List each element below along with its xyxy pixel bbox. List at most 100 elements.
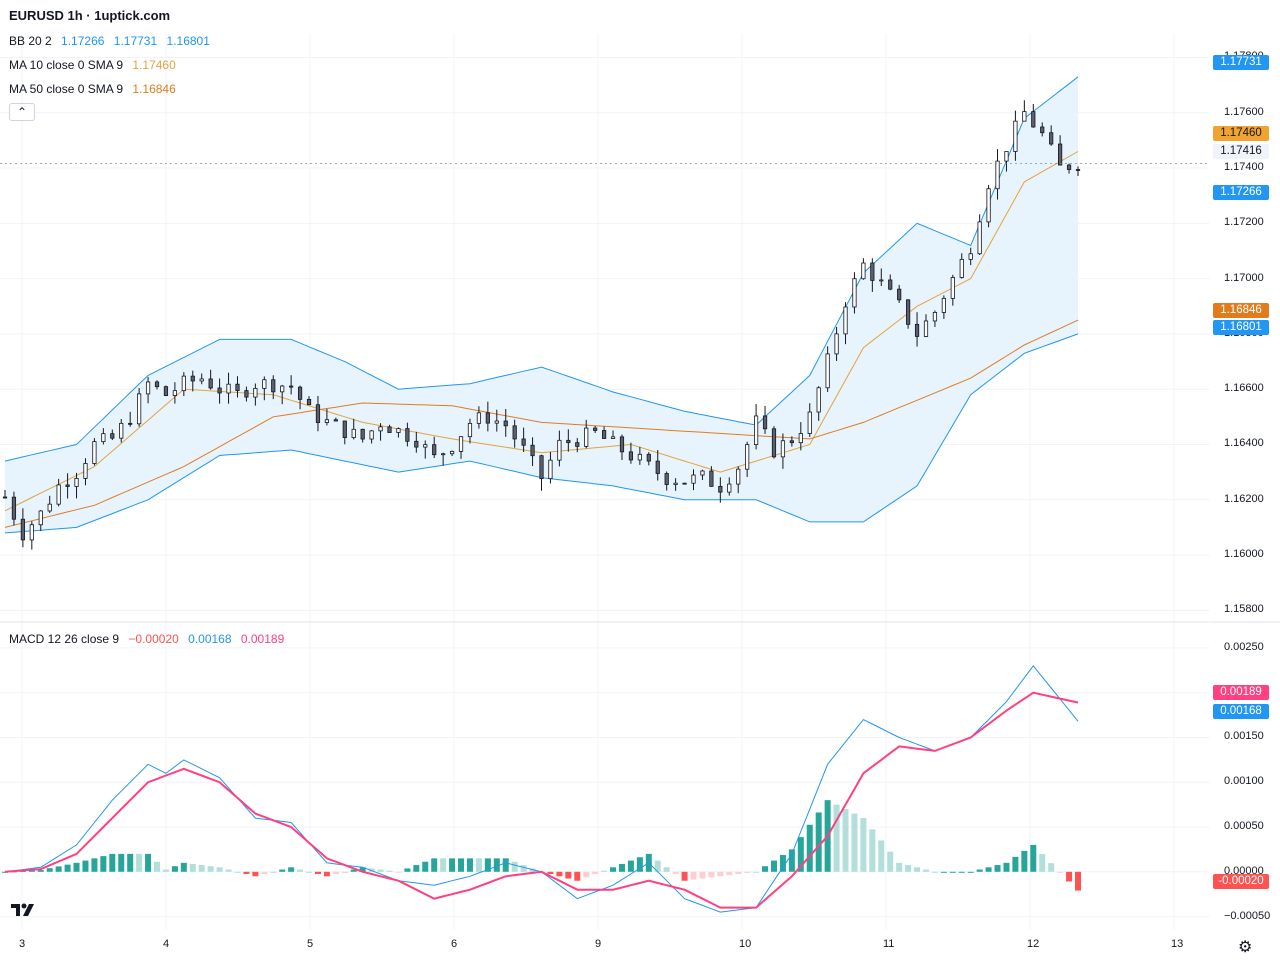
macd-histogram-bar [136, 853, 143, 872]
macd-histogram-bar [466, 858, 473, 872]
ma50-line [4, 319, 1079, 528]
candle-body [512, 425, 517, 440]
legend-bb-v2: 1.17731 [113, 34, 158, 48]
macd-histogram-bar [413, 865, 420, 872]
candle-body [441, 453, 446, 456]
candle-body [324, 419, 330, 423]
macd-histogram-bar [431, 858, 438, 872]
candle-body [780, 440, 786, 458]
price-axis-label: 1.16846 [1213, 303, 1269, 318]
candle-body [128, 422, 133, 425]
candle-body [458, 436, 464, 452]
candle-body [1004, 151, 1009, 162]
macd-histogram-bar [261, 871, 268, 875]
macd-histogram-bar [833, 804, 840, 872]
price-axis-label: 1.17731 [1213, 55, 1269, 70]
macd-histogram-bar [940, 871, 947, 873]
candle-body [297, 386, 303, 400]
candle-body [235, 383, 240, 392]
candle-body [906, 299, 911, 325]
time-axis-label: 6 [451, 938, 458, 950]
macd-histogram-bar [914, 867, 921, 872]
macd-histogram-bar [207, 866, 214, 872]
macd-axis-label: 0.00168 [1213, 704, 1269, 719]
macd-histogram-bar [905, 865, 912, 872]
legend-macd-hist: −0.00020 [128, 632, 179, 646]
candle-body [378, 426, 383, 432]
candle-body [700, 470, 705, 476]
candle-body [38, 510, 43, 526]
price-axis-label: 1.17266 [1213, 185, 1269, 200]
macd-histogram-bar [1039, 854, 1046, 872]
macd-histogram-bar [1048, 863, 1055, 872]
legend-ma10-name: MA 10 close 0 SMA 9 [9, 58, 124, 72]
time-axis-label: 10 [739, 938, 752, 950]
macd-histogram-bar [922, 869, 929, 872]
macd-histogram-bar [744, 871, 751, 873]
macd-histogram-bar [386, 870, 393, 872]
macd-histogram-bar [64, 864, 71, 872]
candle-body [226, 383, 231, 394]
legend-bb: BB 20 2 1.17266 1.17731 1.16801 [9, 34, 210, 48]
candle-body [253, 387, 258, 398]
collapse-legend-button[interactable]: ⌃ [9, 103, 35, 121]
macd-histogram-bar [851, 813, 858, 872]
macd-histogram-bar [297, 869, 304, 872]
candle-body [825, 353, 830, 389]
price-axis-label: 1.17416 [1213, 144, 1269, 159]
macd-histogram-bar [779, 855, 786, 872]
legend-macd: MACD 12 26 close 9 −0.00020 0.00168 0.00… [9, 632, 284, 646]
macd-histogram-bar [797, 837, 804, 872]
macd-histogram-bar [556, 871, 563, 877]
price-axis-tick: 1.17600 [1224, 105, 1264, 118]
macd-histogram-bar [350, 869, 357, 872]
macd-histogram-bar [699, 871, 706, 879]
candle-body [610, 436, 616, 439]
macd-histogram-bar [583, 871, 590, 878]
price-axis-tick: 1.16200 [1224, 492, 1264, 505]
price-axis-tick: 1.15800 [1224, 603, 1264, 616]
macd-histogram-bar [896, 862, 903, 872]
tradingview-logo-icon[interactable] [9, 900, 39, 922]
macd-histogram-bar [162, 869, 169, 872]
candle-body [995, 160, 1000, 190]
candle-body [306, 398, 312, 406]
price-axis-label: 1.16801 [1213, 320, 1269, 335]
gear-icon[interactable]: ⚙ [1238, 939, 1253, 956]
macd-histogram-bar [726, 871, 733, 876]
time-axis-label: 5 [307, 938, 314, 950]
macd-histogram-bar [672, 871, 679, 875]
macd-histogram-bar [458, 858, 465, 872]
macd-histogram-bar [887, 851, 894, 872]
macd-histogram-bar [1021, 850, 1028, 872]
macd-histogram-bar [994, 865, 1001, 872]
macd-histogram-bar [949, 871, 956, 873]
bollinger-upper-line [4, 76, 1079, 462]
macd-histogram-bar [1012, 856, 1019, 872]
macd-histogram-bar [332, 871, 339, 875]
macd-histogram-bar [73, 862, 80, 872]
candle-body [557, 439, 562, 461]
candle-body [154, 381, 160, 388]
macd-histogram-bar [145, 853, 152, 872]
macd-histogram-bar [520, 865, 527, 872]
macd-histogram-bar [323, 871, 330, 877]
macd-histogram-bar [860, 818, 867, 872]
macd-histogram-bar [404, 868, 411, 872]
macd-axis-tick: 0.00050 [1224, 820, 1264, 832]
candle-body [932, 312, 938, 322]
price-axis-tick: 1.17400 [1224, 161, 1264, 174]
time-axis-label: 11 [883, 938, 895, 950]
macd-histogram-bar [753, 871, 760, 873]
time-axis-label: 3 [19, 938, 26, 950]
candle-body [575, 442, 580, 447]
candle-body [655, 460, 660, 474]
macd-histogram-bar [234, 871, 241, 873]
candle-body [405, 428, 410, 442]
candle-body [1075, 169, 1081, 171]
candle-body [20, 518, 25, 541]
candle-body [351, 428, 356, 438]
candle-body [29, 524, 34, 541]
macd-histogram-bar [502, 858, 509, 872]
